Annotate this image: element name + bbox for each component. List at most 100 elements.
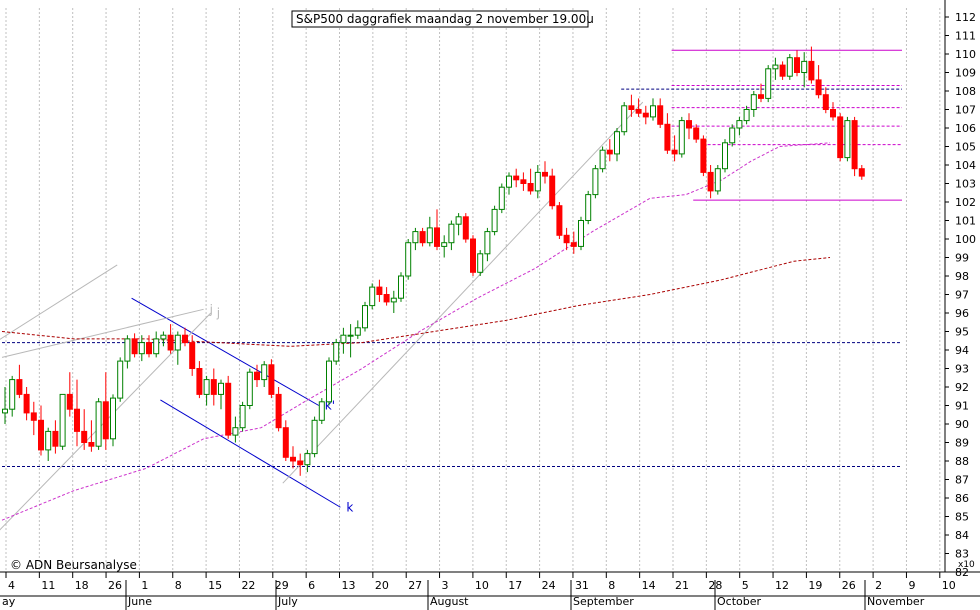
- candle-up: [362, 305, 368, 329]
- x-tick-label: 15: [208, 579, 222, 592]
- candle-down: [520, 179, 527, 185]
- trend-line-label: k': [325, 399, 335, 413]
- candle-up: [232, 427, 239, 436]
- candle-up: [239, 405, 246, 429]
- candle-up: [369, 286, 376, 307]
- trend-line-label: k: [346, 500, 353, 514]
- candle-down: [167, 334, 174, 351]
- candle-up: [95, 401, 102, 447]
- y-tick-label: 105: [955, 141, 976, 154]
- candle-down: [851, 120, 858, 170]
- candle-down: [606, 149, 613, 155]
- candle-down: [779, 64, 786, 77]
- candle-down: [707, 171, 714, 192]
- moving-average-long: [1, 257, 831, 347]
- candle-down: [822, 94, 829, 110]
- candle-down: [549, 175, 556, 207]
- x-tick-label: 10: [942, 579, 956, 592]
- candle-up: [160, 334, 167, 340]
- candle-down: [527, 183, 534, 192]
- trend-line-label: j: [216, 306, 220, 320]
- y-tick-label: 108: [955, 85, 976, 98]
- y-tick-label: 89: [955, 437, 969, 450]
- candle-up: [9, 379, 16, 410]
- candle-down: [513, 175, 520, 181]
- candle-down: [16, 379, 23, 395]
- candle-up: [261, 364, 268, 381]
- y-tick-label: 109: [955, 67, 976, 80]
- x-tick-label: 1: [141, 579, 148, 592]
- candle-down: [38, 419, 44, 451]
- candle-up: [246, 371, 253, 407]
- x-axis: 4111826181522296132027310172431814212851…: [2, 572, 956, 610]
- y-tick-label: 112: [955, 11, 976, 24]
- candle-up: [398, 275, 404, 299]
- x-tick-label: 29: [275, 579, 289, 592]
- candle-up: [585, 194, 592, 222]
- month-label: September: [573, 595, 634, 608]
- candle-down: [66, 393, 73, 410]
- y-tick-label: 95: [955, 326, 969, 339]
- candle-up: [491, 208, 498, 233]
- candle-down: [146, 342, 152, 355]
- y-tick-label: 110: [955, 48, 976, 61]
- trend-line: [282, 101, 644, 484]
- candle-down: [254, 371, 260, 381]
- x-tick-label: 31: [575, 579, 589, 592]
- candle-down: [210, 379, 217, 395]
- month-label: June: [127, 595, 152, 608]
- y-tick-label: 106: [955, 122, 976, 135]
- y-tick-label: 100: [955, 233, 976, 246]
- candle-up: [390, 297, 397, 303]
- candle-down: [808, 60, 815, 81]
- trend-line: [1, 308, 204, 358]
- y-tick-label: 92: [955, 381, 969, 394]
- candle-down: [837, 116, 844, 159]
- candle-up: [347, 334, 354, 337]
- candle-down: [434, 227, 440, 247]
- month-label: October: [717, 595, 761, 608]
- month-label: August: [430, 595, 469, 608]
- candle-up: [678, 120, 685, 155]
- x-tick-label: 5: [742, 579, 749, 592]
- y-tick-label: 90: [955, 418, 969, 431]
- x-tick-label: 8: [608, 579, 615, 592]
- candle-down: [30, 412, 37, 421]
- candle-down: [88, 442, 95, 447]
- candle-down: [462, 216, 469, 240]
- candle-up: [736, 120, 743, 129]
- candle-down: [628, 105, 635, 111]
- candle-up: [405, 242, 412, 277]
- candle-down: [642, 112, 649, 118]
- trend-line: [160, 399, 341, 508]
- candle-up: [722, 142, 728, 170]
- candle-down: [563, 234, 570, 244]
- x-tick-label: 6: [308, 579, 315, 592]
- candle-down: [686, 120, 692, 129]
- candle-down: [830, 109, 836, 118]
- candle-down: [282, 427, 289, 458]
- candle-up: [743, 109, 750, 122]
- y-tick-label: 83: [955, 548, 969, 561]
- candle-down: [290, 456, 296, 462]
- candle-down: [635, 109, 642, 114]
- title-frame: [291, 10, 589, 28]
- candle-up: [844, 120, 851, 159]
- candle-down: [182, 334, 188, 344]
- candle-up: [153, 338, 160, 355]
- month-label: ay: [2, 595, 16, 608]
- y-tick-label: 107: [955, 104, 976, 117]
- candle-up: [2, 408, 8, 414]
- candle-up: [412, 231, 419, 244]
- y-tick-label: 91: [955, 400, 969, 413]
- candle-down: [542, 171, 548, 177]
- x-tick-label: 22: [241, 579, 255, 592]
- candle-up: [621, 105, 628, 133]
- y-tick-label: 88: [955, 455, 969, 468]
- x-tick-label: 10: [475, 579, 489, 592]
- candle-up: [117, 360, 124, 399]
- y-axis-multiplier: x10: [958, 560, 975, 570]
- candle-up: [599, 149, 606, 170]
- candle-up: [138, 342, 145, 355]
- y-tick-label: 98: [955, 270, 969, 283]
